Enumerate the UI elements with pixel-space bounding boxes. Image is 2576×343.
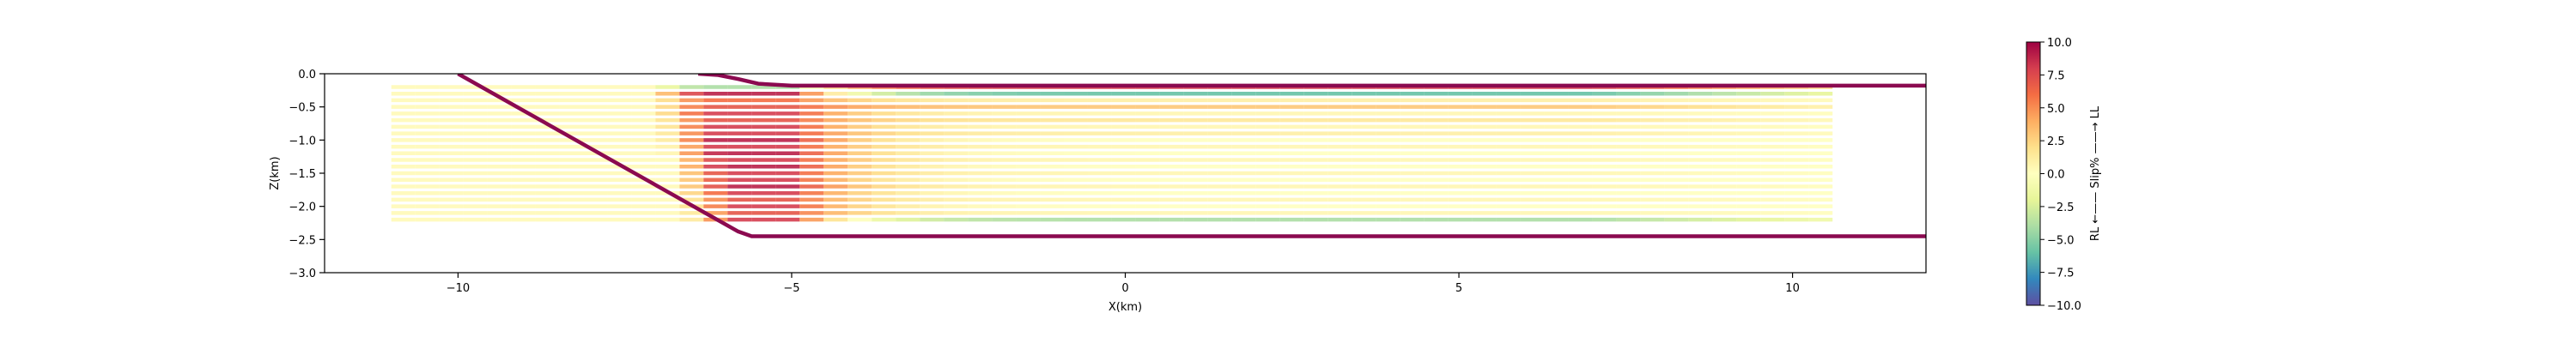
y-axis-label: Z(km) (269, 156, 282, 190)
y-tick-label: −2.0 (289, 202, 316, 214)
colorbar-tick-label: 5.0 (2047, 103, 2065, 116)
colorbar-tick-label: 2.5 (2047, 135, 2065, 148)
y-tick-label: −3.0 (289, 268, 316, 280)
colorbar-tick-label: 0.0 (2047, 169, 2065, 182)
fault-line (698, 74, 1926, 88)
colorbar-tick-label: −7.5 (2047, 268, 2075, 280)
x-axis-label: X(km) (1109, 301, 1142, 314)
y-tick-label: −1.5 (289, 168, 316, 181)
x-axis: −10 −5 0 5 10 (447, 273, 1800, 295)
plot-area (391, 74, 1926, 238)
fault-line (457, 74, 1926, 238)
colorbar-gradient (2026, 41, 2041, 306)
y-tick-label: 0.0 (298, 69, 316, 81)
y-tick-label: −2.5 (289, 234, 316, 247)
y-tick-label: −1.0 (289, 135, 316, 147)
colorbar-tick-label: −10.0 (2047, 300, 2081, 313)
x-tick-label: 5 (1455, 282, 1462, 295)
x-tick-label: 0 (1121, 282, 1128, 295)
y-axis: 0.0 −0.5 −1.0 −1.5 −2.0 −2.5 −3.0 (289, 69, 325, 280)
x-tick-label: −10 (447, 282, 470, 295)
x-tick-label: −5 (783, 282, 799, 295)
colorbar-tick-label: 10.0 (2047, 37, 2072, 50)
colorbar-label: RL ←—— Slip% ——→ LL (2089, 105, 2102, 241)
x-tick-label: 10 (1785, 282, 1800, 295)
colorbar-tick-label: 7.5 (2047, 69, 2065, 82)
colorbar-tick-label: −2.5 (2047, 202, 2075, 214)
colorbar: 10.0 7.5 5.0 2.5 0.0 −2.5 −5.0 −7.5 −10.0 (2026, 37, 2081, 313)
y-tick-label: −0.5 (289, 102, 316, 115)
colorbar-tick-label: −5.0 (2047, 234, 2075, 247)
